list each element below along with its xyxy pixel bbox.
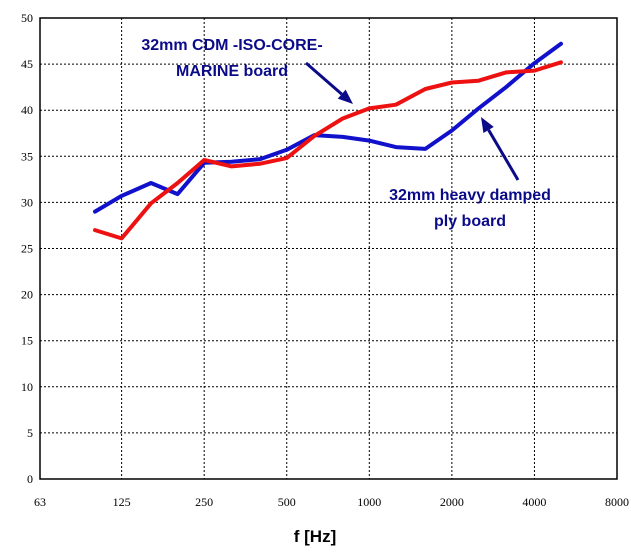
x-tick-label: 1000 bbox=[357, 495, 381, 509]
y-tick-label: 40 bbox=[21, 103, 33, 117]
x-tick-label: 500 bbox=[278, 495, 296, 509]
x-axis-ticks: 63 125 250 500 1000 2000 4000 8000 bbox=[34, 495, 629, 509]
arrow-to-red-line bbox=[305, 61, 353, 104]
y-tick-label: 20 bbox=[21, 288, 33, 302]
y-tick-label: 0 bbox=[27, 472, 33, 486]
x-tick-label: 2000 bbox=[440, 495, 464, 509]
x-tick-label: 63 bbox=[34, 495, 46, 509]
annotation-red-line1: 32mm CDM -ISO-CORE- bbox=[141, 37, 322, 54]
annotation-blue-line1: 32mm heavy damped bbox=[389, 187, 551, 204]
plot-frame bbox=[39, 17, 618, 480]
y-tick-label: 45 bbox=[21, 57, 33, 71]
arrow-to-blue-line bbox=[481, 117, 520, 181]
x-axis-label: f [Hz] bbox=[294, 527, 336, 546]
series-lines bbox=[93, 41, 563, 241]
y-tick-label: 35 bbox=[21, 149, 33, 163]
x-tick-label: 125 bbox=[113, 495, 131, 509]
grid bbox=[40, 18, 617, 479]
annotation-blue-line2: ply board bbox=[434, 213, 506, 230]
x-tick-label: 8000 bbox=[605, 495, 629, 509]
y-axis-ticks: 0 5 10 15 20 25 30 35 40 45 50 bbox=[21, 11, 33, 486]
y-tick-label: 10 bbox=[21, 380, 33, 394]
x-tick-label: 4000 bbox=[522, 495, 546, 509]
y-tick-label: 5 bbox=[27, 426, 33, 440]
y-tick-label: 15 bbox=[21, 334, 33, 348]
y-tick-label: 25 bbox=[21, 242, 33, 256]
series-line-blue bbox=[93, 41, 563, 214]
series-line-red bbox=[93, 60, 563, 241]
x-tick-label: 250 bbox=[195, 495, 213, 509]
y-tick-label: 30 bbox=[21, 195, 33, 209]
annotation-red-line2: MARINE board bbox=[176, 63, 288, 80]
y-tick-label: 50 bbox=[21, 11, 33, 25]
annotation-arrows bbox=[305, 61, 520, 181]
